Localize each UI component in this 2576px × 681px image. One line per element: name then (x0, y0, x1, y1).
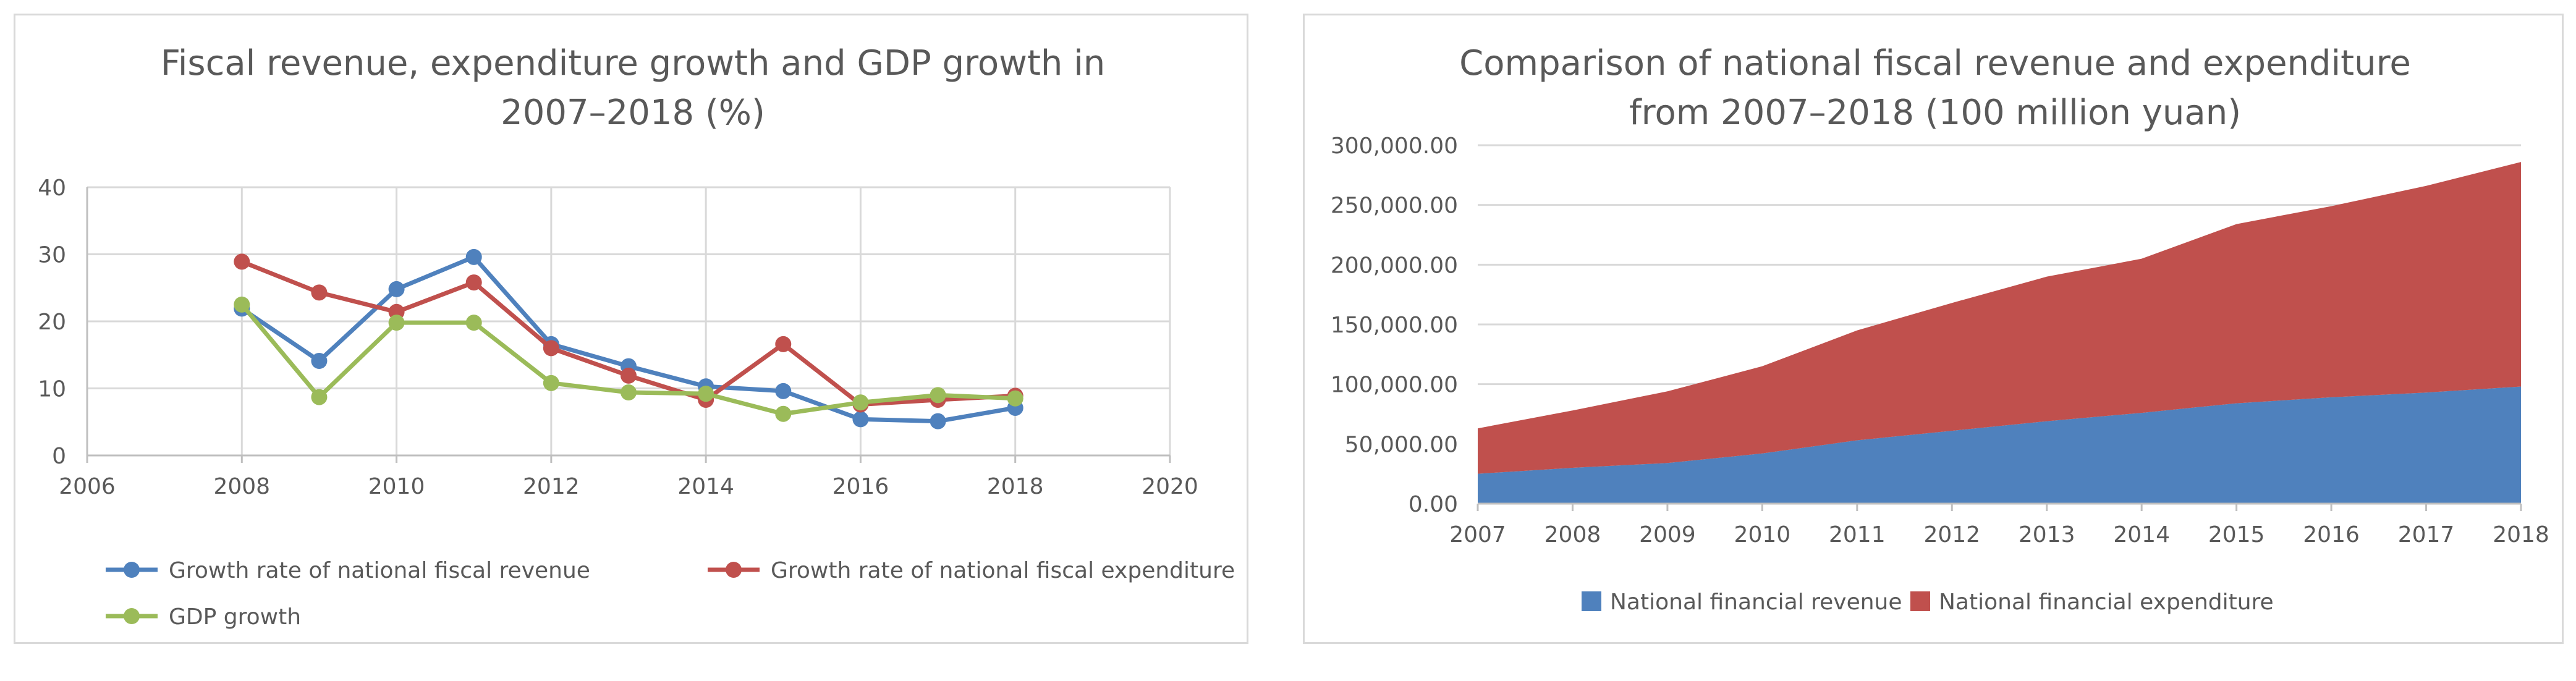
data-point (775, 405, 792, 422)
data-point (621, 384, 637, 401)
y-tick-label: 30 (38, 243, 66, 268)
legend-marker (726, 562, 742, 578)
x-tick-label: 2020 (1142, 474, 1198, 499)
x-tick-label: 2018 (2493, 522, 2549, 548)
legend-label: National financial revenue (1610, 590, 1902, 615)
x-tick-label: 2008 (213, 474, 270, 499)
data-point (852, 411, 869, 428)
x-tick-label: 2006 (59, 474, 116, 499)
y-tick-label: 40 (38, 176, 66, 201)
legend-label: Growth rate of national fiscal revenue (169, 558, 590, 583)
x-tick-label: 2011 (1829, 522, 1886, 548)
revenue-expenditure-area-chart-panel: Comparison of national fiscal revenue an… (1303, 14, 2564, 644)
y-tick-label: 10 (38, 377, 66, 402)
legend-label: GDP growth (169, 604, 301, 630)
data-point (311, 389, 328, 405)
data-point (775, 336, 792, 352)
data-point (388, 281, 405, 297)
growth-line-chart: Fiscal revenue, expenditure growth and G… (38, 43, 1235, 630)
revenue-expenditure-area-chart: Comparison of national fiscal revenue an… (1331, 43, 2549, 615)
data-point (698, 386, 714, 402)
legend-marker (124, 562, 140, 578)
y-tick-label: 100,000.00 (1331, 373, 1458, 398)
legend-swatch (1582, 591, 1601, 611)
legend-marker (124, 608, 140, 624)
x-tick-label: 2010 (1734, 522, 1791, 548)
x-tick-label: 2009 (1639, 522, 1696, 548)
data-point (775, 383, 792, 399)
y-tick-label: 50,000.00 (1345, 432, 1458, 457)
legend-label: National financial expenditure (1939, 590, 2274, 615)
chart-title-line-2: from 2007–2018 (100 million yuan) (1629, 93, 2241, 133)
data-point (852, 394, 869, 411)
chart-title-line-1: Fiscal revenue, expenditure growth and G… (161, 43, 1106, 83)
y-tick-label: 20 (38, 310, 66, 335)
data-point (465, 248, 482, 265)
x-tick-label: 2016 (2303, 522, 2360, 548)
growth-line-chart-panel: Fiscal revenue, expenditure growth and G… (14, 14, 1248, 644)
data-point (930, 413, 946, 429)
data-point (311, 284, 328, 301)
y-tick-label: 300,000.00 (1331, 133, 1458, 159)
data-point (543, 374, 559, 391)
x-tick-label: 2014 (677, 474, 734, 499)
area-series (1478, 386, 2521, 504)
y-tick-label: 250,000.00 (1331, 193, 1458, 219)
y-tick-label: 0 (52, 444, 66, 469)
x-tick-label: 2012 (1923, 522, 1980, 548)
y-tick-label: 0.00 (1409, 492, 1458, 517)
x-tick-label: 2012 (523, 474, 580, 499)
chart-title-line-1: Comparison of national fiscal revenue an… (1459, 43, 2411, 83)
data-point (930, 387, 946, 404)
data-point (388, 315, 405, 331)
y-tick-label: 200,000.00 (1331, 253, 1458, 278)
chart-title-line-2: 2007–2018 (%) (501, 93, 765, 133)
x-tick-label: 2010 (368, 474, 425, 499)
data-point (1007, 390, 1023, 407)
x-tick-label: 2014 (2113, 522, 2170, 548)
x-tick-label: 2016 (833, 474, 889, 499)
x-tick-label: 2007 (1449, 522, 1506, 548)
data-point (621, 367, 637, 384)
x-tick-label: 2017 (2398, 522, 2455, 548)
data-point (234, 296, 250, 313)
y-tick-label: 150,000.00 (1331, 313, 1458, 338)
data-point (543, 340, 559, 357)
x-tick-label: 2013 (2019, 522, 2075, 548)
legend-swatch (1910, 591, 1930, 611)
data-point (234, 253, 250, 270)
data-point (465, 315, 482, 331)
x-tick-label: 2008 (1544, 522, 1601, 548)
x-tick-label: 2015 (2208, 522, 2265, 548)
x-tick-label: 2018 (987, 474, 1044, 499)
data-point (465, 274, 482, 291)
data-point (311, 353, 328, 370)
area-series (1478, 162, 2521, 474)
legend-label: Growth rate of national fiscal expenditu… (771, 558, 1235, 583)
